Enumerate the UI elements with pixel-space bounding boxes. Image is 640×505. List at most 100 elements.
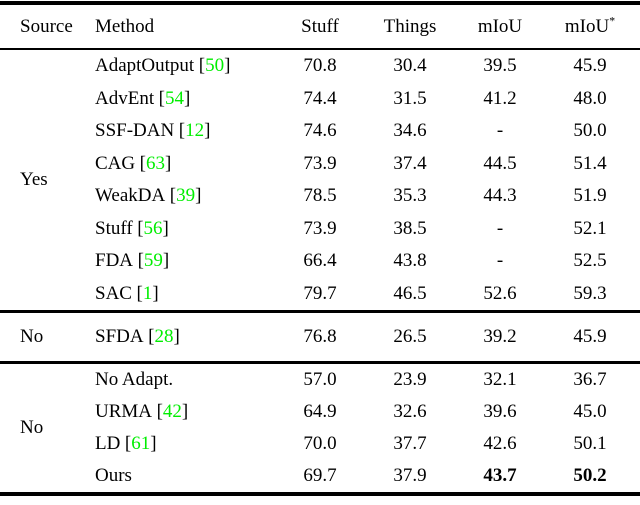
miou-value: 32.1: [483, 369, 517, 390]
miou-star-value: 50.0: [573, 120, 607, 142]
miou-value: 42.6: [483, 433, 517, 454]
method-cell: Ours: [95, 465, 275, 487]
source-label: No: [20, 326, 44, 347]
miou-value: 52.6: [483, 282, 517, 304]
table-group: Yes AdaptOutput [50] 70.8 30.4 39.5 45.9 …: [0, 50, 640, 310]
citation: [56]: [137, 218, 169, 239]
group-rows: No Adapt. 57.0 23.9 32.1 36.7 URMA [42] 6…: [95, 364, 640, 492]
miou-star-value: 45.0: [573, 401, 607, 422]
table-row: URMA [42] 64.9 32.6 39.6 45.0: [95, 396, 640, 428]
method-name: Ours: [95, 465, 132, 486]
citation-number: 61: [131, 433, 151, 454]
citation-close-bracket: ]: [204, 120, 211, 142]
miou-star-base: mIoU: [564, 15, 610, 37]
method-cell: LD [61]: [95, 433, 275, 455]
stuff-value: 69.7: [303, 465, 337, 486]
source-label: No: [20, 417, 44, 438]
things-value: 31.5: [393, 87, 427, 109]
stuff-value: 74.4: [303, 87, 337, 109]
source-label: Yes: [20, 169, 48, 190]
citation: [63]: [140, 153, 172, 174]
miou-star-value: 48.0: [573, 87, 607, 109]
miou-value: -: [496, 250, 504, 272]
table-row: SAC [1] 79.7 46.5 52.6 59.3: [95, 278, 640, 311]
stuff-value: 74.6: [303, 120, 337, 142]
table-row: LD [61] 70.0 37.7 42.6 50.1: [95, 428, 640, 460]
citation-open-bracket: [: [169, 185, 177, 207]
method-name: CAG: [95, 152, 136, 174]
method-name: SFDA: [95, 326, 144, 347]
miou-star-value: 50.2: [573, 465, 607, 486]
method-name: LD: [95, 433, 121, 454]
stuff-value: 79.7: [303, 282, 337, 304]
stuff-value: 70.8: [303, 55, 337, 77]
things-value: 35.3: [393, 185, 427, 207]
stuff-value: 57.0: [303, 369, 337, 390]
citation: [1]: [137, 283, 159, 304]
citation-open-bracket: [: [156, 401, 163, 422]
table-body: Yes AdaptOutput [50] 70.8 30.4 39.5 45.9 …: [0, 50, 640, 492]
col-header-method: Method: [95, 15, 155, 37]
citation-open-bracket: [: [139, 152, 146, 174]
citation: [59]: [138, 250, 170, 271]
citation-open-bracket: [: [124, 433, 132, 454]
things-value: 37.7: [393, 433, 427, 454]
miou-value: 39.6: [483, 401, 517, 422]
method-name: WeakDA: [95, 185, 166, 207]
things-value: 30.4: [393, 55, 427, 77]
citation-open-bracket: [: [137, 250, 144, 272]
stuff-value: 66.4: [303, 250, 337, 272]
table-row: WeakDA [39] 78.5 35.3 44.3 51.9: [95, 180, 640, 213]
method-name: SAC: [95, 282, 132, 304]
method-name: URMA: [95, 401, 153, 422]
method-cell: FDA [59]: [95, 250, 275, 272]
table-row: SSF-DAN [12] 74.6 34.6 - 50.0: [95, 115, 640, 148]
method-name: No Adapt.: [95, 369, 174, 390]
table-row: No Adapt. 57.0 23.9 32.1 36.7: [95, 364, 640, 396]
citation-close-bracket: ]: [152, 282, 159, 304]
citation: [50]: [199, 55, 231, 76]
miou-star-value: 51.9: [573, 185, 607, 207]
citation-number: 56: [143, 217, 163, 239]
citation-number: 12: [185, 120, 205, 142]
citation-number: 39: [176, 185, 196, 207]
citation-number: 50: [205, 55, 225, 77]
things-value: 23.9: [393, 369, 427, 390]
citation: [28]: [148, 326, 180, 347]
table-row: SFDA [28] 76.8 26.5 39.2 45.9: [95, 313, 640, 361]
method-name: FDA: [95, 250, 134, 272]
method-cell: AdvEnt [54]: [95, 88, 275, 110]
stuff-value: 73.9: [303, 217, 337, 239]
table-row: Stuff [56] 73.9 38.5 - 52.1: [95, 213, 640, 246]
method-name: SSF-DAN: [95, 120, 175, 142]
citation-close-bracket: ]: [183, 87, 191, 109]
things-value: 37.9: [393, 465, 427, 486]
things-value: 46.5: [393, 282, 427, 304]
method-name: AdaptOutput: [95, 55, 195, 77]
citation-open-bracket: [: [178, 120, 186, 142]
miou-star-value: 50.1: [573, 433, 607, 454]
citation-close-bracket: ]: [165, 152, 172, 174]
miou-star-value: 59.3: [573, 282, 607, 304]
table-group: No SFDA [28] 76.8 26.5 39.2 45.9: [0, 310, 640, 361]
method-cell: AdaptOutput [50]: [95, 55, 275, 77]
col-header-things: Things: [383, 15, 437, 37]
citation: [42]: [157, 401, 189, 422]
method-cell: SSF-DAN [12]: [95, 120, 275, 142]
method-cell: CAG [63]: [95, 153, 275, 175]
stuff-value: 64.9: [303, 401, 337, 422]
things-value: 34.6: [393, 120, 427, 142]
miou-value: 39.2: [483, 326, 517, 347]
group-rows: SFDA [28] 76.8 26.5 39.2 45.9: [95, 313, 640, 361]
citation-close-bracket: ]: [162, 250, 170, 272]
table-group: No No Adapt. 57.0 23.9 32.1 36.7 URMA [42…: [0, 361, 640, 492]
citation: [12]: [179, 120, 211, 141]
miou-star-value: 52.5: [573, 250, 607, 272]
citation-close-bracket: ]: [195, 185, 202, 207]
stuff-value: 78.5: [303, 185, 337, 207]
miou-value: 44.3: [483, 185, 517, 207]
things-value: 32.6: [393, 401, 427, 422]
method-name: Stuff: [95, 217, 133, 239]
